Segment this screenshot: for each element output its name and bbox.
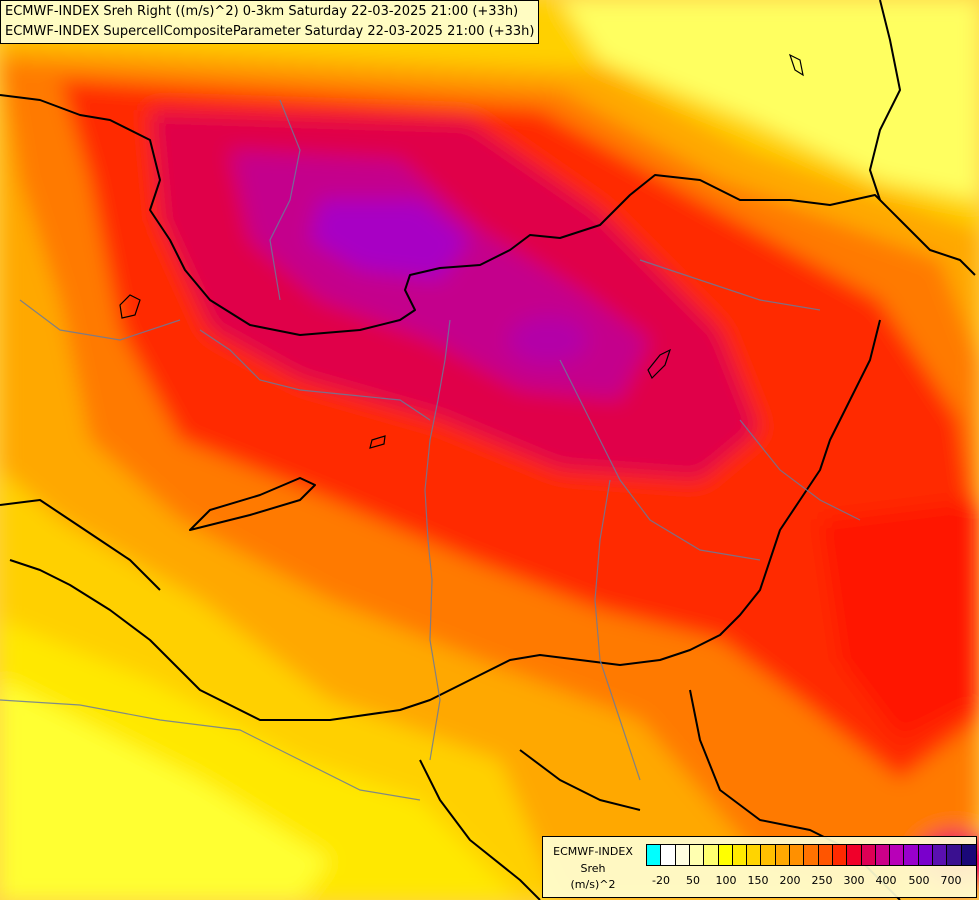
legend-variable: Sreh — [580, 862, 606, 875]
legend-source: ECMWF-INDEX — [553, 845, 633, 858]
legend-tick-label: 50 — [686, 874, 700, 887]
legend-tick-label: -20 — [652, 874, 670, 887]
title-line-sreh: ECMWF-INDEX Sreh Right ((m/s)^2) 0-3km S… — [5, 4, 519, 19]
legend-tick-label: 100 — [715, 874, 737, 887]
legend-tick-label: 150 — [747, 874, 769, 887]
legend-tick-label: 500 — [908, 874, 930, 887]
legend-tick-label: 400 — [875, 874, 897, 887]
legend-tick-label: 300 — [843, 874, 865, 887]
map-title-box: ECMWF-INDEX Sreh Right ((m/s)^2) 0-3km S… — [0, 0, 540, 44]
legend-unit: (m/s)^2 — [570, 878, 616, 891]
legend-tick-label: 200 — [779, 874, 801, 887]
legend-swatch — [960, 844, 977, 866]
rivers — [0, 99, 861, 801]
lakes — [119, 53, 804, 449]
color-legend: ECMWF-INDEX Sreh (m/s)^2 -20 50 100 150 200 2… — [542, 836, 977, 898]
title-line-scp: ECMWF-INDEX SupercellCompositeParameter … — [5, 24, 535, 39]
legend-tick-label: 250 — [811, 874, 833, 887]
legend-tick-label: 700 — [940, 874, 962, 887]
